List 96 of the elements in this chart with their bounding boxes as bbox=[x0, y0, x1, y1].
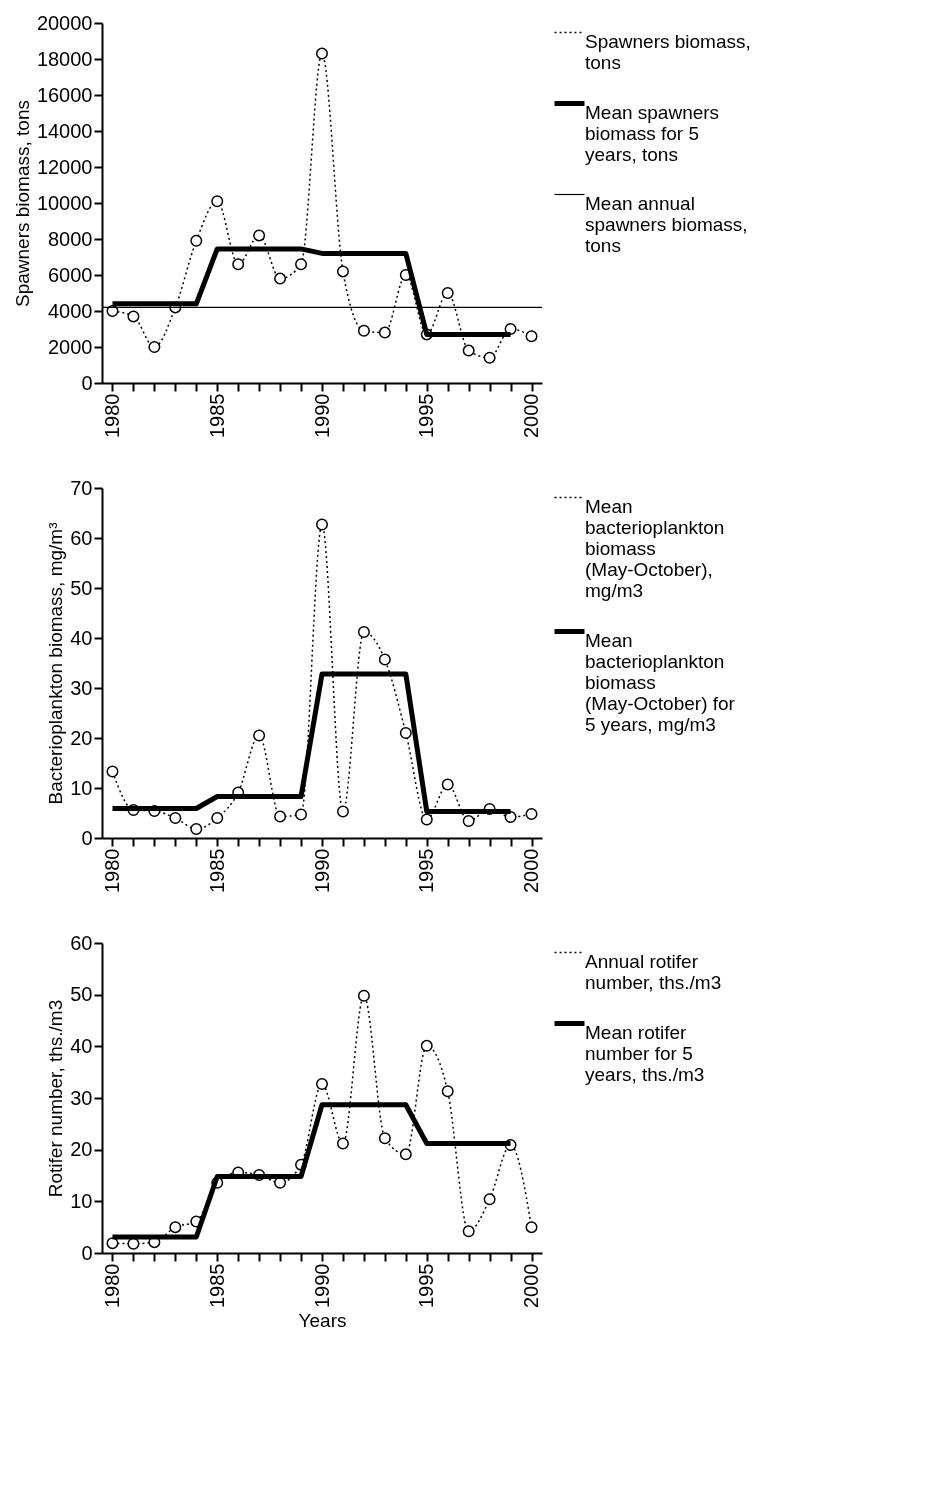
point bbox=[232, 258, 245, 271]
point bbox=[211, 195, 224, 208]
point bbox=[127, 310, 140, 323]
point bbox=[378, 653, 391, 666]
point bbox=[274, 810, 287, 823]
point bbox=[483, 1193, 496, 1206]
point bbox=[525, 330, 538, 343]
y-tick-label: 20 bbox=[70, 726, 93, 749]
point bbox=[525, 1221, 538, 1234]
x-tick-label: 1990 bbox=[310, 848, 333, 893]
x-tick-label: 1985 bbox=[205, 848, 228, 893]
point bbox=[106, 765, 119, 778]
point bbox=[441, 1085, 454, 1098]
point bbox=[190, 234, 203, 247]
point bbox=[462, 815, 475, 827]
point bbox=[336, 805, 349, 818]
y-tick-label: 70 bbox=[70, 476, 93, 499]
y-tick-label: 60 bbox=[70, 526, 93, 549]
point bbox=[399, 1148, 412, 1161]
point bbox=[420, 1039, 433, 1052]
legend-label: Mean rotifer number for 5 years, ths./m3 bbox=[585, 1021, 705, 1085]
y-tick-label: 4000 bbox=[48, 299, 93, 322]
y-tick-label: 0 bbox=[81, 826, 93, 849]
point bbox=[420, 813, 433, 826]
y-tick-label: 20000 bbox=[36, 11, 93, 34]
x-axis-title: Years bbox=[298, 1309, 347, 1331]
y-tick-label: 30 bbox=[70, 676, 93, 699]
y-tick-label: 12000 bbox=[36, 155, 93, 178]
x-tick-label: 1995 bbox=[415, 1263, 438, 1308]
legend-label: Annual rotifer number, ths./m3 bbox=[585, 950, 722, 993]
legend-label: Spawners biomass, tons bbox=[585, 30, 751, 73]
y-tick-label: 50 bbox=[70, 983, 93, 1006]
point bbox=[316, 47, 328, 60]
point bbox=[441, 778, 454, 791]
y-axis-title: Spawners biomass, tons bbox=[11, 100, 33, 307]
point bbox=[169, 1221, 182, 1234]
y-tick-label: 30 bbox=[70, 1086, 93, 1109]
y-tick-label: 60 bbox=[70, 931, 93, 954]
point bbox=[525, 808, 538, 820]
y-tick-label: 14000 bbox=[36, 119, 93, 142]
point bbox=[462, 1225, 475, 1238]
legend-label: Mean bacterioplankton biomass (May-October) for 5 years, mg/m3 bbox=[585, 629, 736, 735]
x-tick-label: 1990 bbox=[310, 393, 333, 438]
y-tick-label: 20 bbox=[70, 1138, 93, 1161]
y-tick-label: 10000 bbox=[36, 191, 93, 214]
x-tick-label: 1985 bbox=[205, 393, 228, 438]
x-tick-label: 1995 bbox=[415, 848, 438, 893]
point bbox=[274, 272, 287, 285]
y-axis-title: Bacterioplankton biomass, mg/m³ bbox=[45, 522, 67, 805]
point bbox=[253, 729, 266, 742]
point bbox=[316, 518, 328, 531]
point bbox=[169, 812, 182, 824]
point bbox=[357, 989, 370, 1002]
point bbox=[357, 626, 370, 638]
point bbox=[211, 812, 224, 824]
y-tick-label: 10 bbox=[70, 776, 93, 799]
x-tick-label: 1995 bbox=[415, 393, 438, 438]
point bbox=[378, 326, 391, 339]
y-tick-label: 6000 bbox=[48, 263, 93, 286]
point bbox=[295, 258, 308, 271]
point bbox=[253, 229, 266, 242]
point bbox=[399, 727, 412, 739]
point bbox=[441, 287, 454, 299]
point bbox=[336, 1137, 349, 1150]
y-tick-label: 10 bbox=[70, 1189, 93, 1212]
y-tick-label: 40 bbox=[70, 626, 93, 649]
legend-label: Mean annual spawners biomass, tons bbox=[585, 192, 748, 256]
y-tick-label: 0 bbox=[81, 371, 93, 394]
x-tick-label: 1980 bbox=[100, 393, 123, 438]
point bbox=[148, 341, 161, 353]
legend-label: Mean spawners biomass for 5 years, tons bbox=[585, 101, 720, 165]
x-tick-label: 2000 bbox=[520, 393, 543, 438]
y-tick-label: 0 bbox=[81, 1241, 93, 1264]
point bbox=[106, 1237, 119, 1250]
point bbox=[316, 1078, 328, 1091]
y-tick-label: 8000 bbox=[48, 227, 93, 250]
point bbox=[295, 808, 308, 821]
point bbox=[483, 351, 496, 364]
x-tick-label: 2000 bbox=[520, 848, 543, 893]
y-tick-label: 18000 bbox=[36, 47, 93, 70]
y-tick-label: 2000 bbox=[48, 335, 93, 358]
x-tick-label: 1990 bbox=[310, 1263, 333, 1308]
x-tick-label: 1980 bbox=[100, 1263, 123, 1308]
point bbox=[357, 324, 370, 337]
y-tick-label: 50 bbox=[70, 576, 93, 599]
legend-label: Mean bacterioplankton biomass (May-October), mg/m3 bbox=[585, 495, 725, 601]
x-tick-label: 1980 bbox=[100, 848, 123, 893]
point bbox=[336, 265, 349, 278]
y-tick-label: 16000 bbox=[36, 83, 93, 106]
point bbox=[190, 823, 203, 835]
point bbox=[462, 344, 475, 357]
point bbox=[378, 1132, 391, 1145]
y-tick-label: 40 bbox=[70, 1034, 93, 1057]
x-tick-label: 2000 bbox=[520, 1263, 543, 1308]
x-tick-label: 1985 bbox=[205, 1263, 228, 1308]
y-axis-title: Rotifer number, ths./m3 bbox=[45, 999, 67, 1198]
